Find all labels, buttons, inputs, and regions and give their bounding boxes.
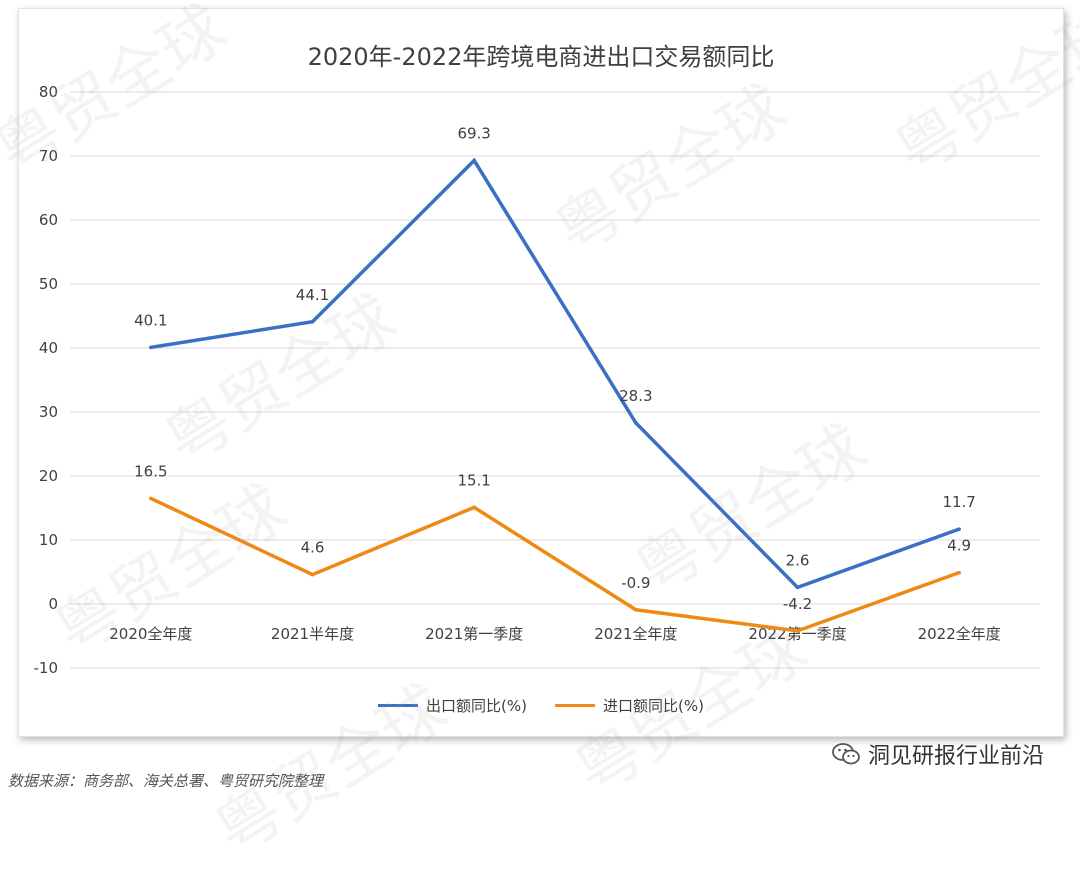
data-point-export <box>634 421 638 425</box>
data-point-export <box>472 158 476 163</box>
x-tick-label: 2022全年度 <box>918 625 1001 643</box>
y-tick-label: 10 <box>39 531 58 549</box>
data-point-import <box>957 570 961 575</box>
chart-card: 2020年-2022年跨境电商进出口交易额同比 出口额同比(%) 进口额同比(%… <box>18 8 1064 737</box>
brand-label: 洞见研报行业前沿 <box>867 744 1044 769</box>
brand-badge: 洞见研报行业前沿 <box>832 738 1044 770</box>
x-tick-label: 2021半年度 <box>271 625 354 643</box>
x-tick-label: 2021第一季度 <box>425 625 523 643</box>
data-label-import: 15.1 <box>457 471 490 489</box>
legend-swatch-export <box>378 704 419 707</box>
legend-label-export: 出口额同比(%) <box>426 697 527 715</box>
data-point-import <box>472 505 476 510</box>
data-label-export: 69.3 <box>457 124 490 142</box>
data-label-import: 4.6 <box>301 539 325 557</box>
x-tick-label: 2020全年度 <box>109 625 192 643</box>
legend-label-import: 进口额同比(%) <box>603 697 704 715</box>
data-label-import: 4.9 <box>947 537 971 555</box>
y-tick-label: 50 <box>39 275 58 293</box>
data-point-import <box>795 629 800 633</box>
data-label-import: -0.9 <box>621 574 650 592</box>
chart-legend: 出口额同比(%) 进口额同比(%) <box>19 695 1063 716</box>
data-label-import: 16.5 <box>134 462 167 480</box>
series-line-export <box>150 157 960 590</box>
y-tick-label: -10 <box>34 659 59 677</box>
data-point-export <box>795 585 800 590</box>
y-tick-label: 30 <box>39 403 58 421</box>
data-point-import <box>634 607 638 612</box>
data-label-export: 28.3 <box>619 387 652 405</box>
x-tick-label: 2021全年度 <box>594 625 677 643</box>
chart-title: 2020年-2022年跨境电商进出口交易额同比 <box>307 43 775 71</box>
y-tick-label: 0 <box>48 595 58 613</box>
data-label-import: -4.2 <box>783 595 812 613</box>
line-chart: 80 70 60 50 40 30 20 10 0 -10 2020全年度 2021半年度 2021第一… <box>34 83 1040 677</box>
data-point-import <box>310 572 315 577</box>
y-tick-label: 20 <box>39 467 58 485</box>
legend-item-import[interactable]: 进口额同比(%) <box>555 695 704 716</box>
data-point-export <box>149 345 153 350</box>
data-label-export: 2.6 <box>786 551 810 569</box>
data-point-import <box>149 496 153 501</box>
legend-item-export[interactable]: 出口额同比(%) <box>378 695 527 716</box>
legend-swatch-import <box>555 704 595 707</box>
y-tick-label: 70 <box>39 147 58 165</box>
source-note: 数据来源：商务部、海关总署、粤贸研究院整理 <box>8 772 324 790</box>
y-tick-label: 60 <box>39 211 58 229</box>
data-label-export: 44.1 <box>296 286 329 304</box>
y-tick-label: 80 <box>39 83 58 101</box>
data-point-export <box>957 527 961 531</box>
data-point-export <box>310 319 315 324</box>
data-label-export: 40.1 <box>134 311 167 329</box>
data-label-export: 11.7 <box>942 493 975 511</box>
series-line-import <box>150 496 960 633</box>
wechat-icon <box>832 742 860 766</box>
y-tick-label: 40 <box>39 339 58 357</box>
x-tick-label: 2022第一季度 <box>748 625 846 643</box>
